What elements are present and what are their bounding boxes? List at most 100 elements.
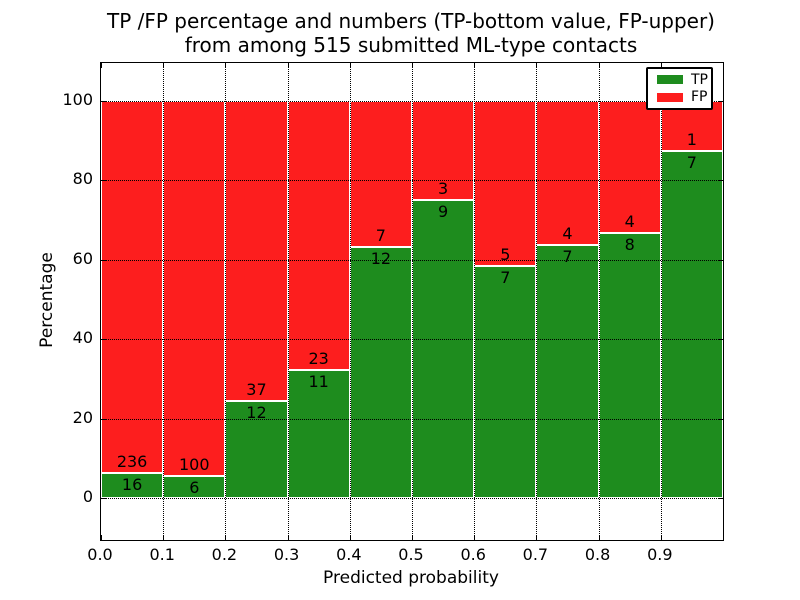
bar-segment-fp bbox=[225, 101, 288, 401]
x-tick-top bbox=[660, 63, 662, 68]
bar-count-label-fp: 100 bbox=[179, 454, 210, 474]
bar-segment-tp bbox=[349, 247, 412, 498]
x-tick-label: 0.4 bbox=[336, 545, 362, 564]
bar-count-label-tp: 6 bbox=[189, 477, 200, 497]
bar-count-label-tp: 16 bbox=[121, 474, 143, 494]
x-tick-label: 0.5 bbox=[398, 545, 424, 564]
bar-count-label-tp: 7 bbox=[500, 268, 511, 288]
y-tick-left bbox=[101, 498, 106, 499]
bar-count-label-fp: 37 bbox=[246, 379, 267, 399]
y-tick-right bbox=[718, 101, 723, 102]
chart-title-line1: TP /FP percentage and numbers (TP-bottom… bbox=[107, 9, 715, 33]
x-tick-label: 0.6 bbox=[460, 545, 486, 564]
legend: TP FP bbox=[646, 67, 713, 110]
bar-segment-tp bbox=[474, 266, 537, 498]
x-tick-label: 0.8 bbox=[584, 545, 611, 564]
bar-count-label-fp: 1 bbox=[686, 129, 697, 149]
bar-segment-tp bbox=[412, 200, 475, 498]
x-tick-label: 0.1 bbox=[149, 545, 175, 564]
bar-segment-tp bbox=[660, 150, 723, 498]
x-tick-bottom bbox=[536, 535, 538, 540]
v-gridline bbox=[474, 63, 476, 540]
bar-segment-fp bbox=[474, 101, 537, 267]
v-gridline bbox=[287, 63, 289, 540]
legend-entry-fp: FP bbox=[657, 90, 711, 104]
y-tick-right bbox=[718, 180, 723, 182]
x-tick-label: 0.9 bbox=[647, 545, 673, 564]
bar-count-label-tp: 9 bbox=[438, 202, 449, 222]
x-tick-bottom bbox=[598, 535, 600, 540]
bar-segment-tp bbox=[598, 233, 661, 498]
x-tick-label: 0.0 bbox=[87, 545, 113, 564]
bar-count-label-fp: 7 bbox=[375, 226, 386, 246]
bar-count-label-fp: 5 bbox=[500, 245, 511, 265]
x-tick-top bbox=[163, 63, 165, 68]
x-tick-bottom bbox=[660, 535, 662, 540]
bar-count-label-tp: 8 bbox=[624, 235, 635, 255]
x-tick-top bbox=[598, 63, 600, 68]
bar-count-label-fp: 4 bbox=[562, 224, 573, 244]
y-tick-right bbox=[718, 498, 723, 499]
bar-segment-tp bbox=[225, 400, 288, 498]
x-tick-bottom bbox=[349, 535, 351, 540]
bar-count-label-tp: 11 bbox=[308, 371, 329, 391]
bar-count-label-tp: 7 bbox=[562, 247, 573, 267]
plot-area: TP FP 236 16 100 6 37 12 23 11 7 12 3 9 5 7 4 7 4 8 1 7 bbox=[100, 62, 724, 541]
legend-entry-tp: TP bbox=[657, 73, 711, 87]
x-tick-label: 0.3 bbox=[273, 545, 300, 564]
bar-count-label-fp: 3 bbox=[438, 179, 449, 199]
x-tick-bottom bbox=[101, 535, 102, 540]
bar-segment-fp bbox=[101, 101, 164, 473]
y-tick-label: 80 bbox=[72, 169, 93, 189]
y-tick-right bbox=[718, 418, 723, 420]
x-tick-top bbox=[412, 63, 413, 68]
x-tick-top bbox=[349, 63, 351, 68]
y-tick-label: 20 bbox=[72, 407, 93, 427]
legend-swatch-fp bbox=[657, 92, 683, 102]
x-tick-bottom bbox=[163, 535, 165, 540]
x-tick-top bbox=[536, 63, 538, 68]
v-gridline bbox=[412, 63, 413, 540]
v-gridline bbox=[225, 63, 227, 540]
y-tick-left bbox=[101, 259, 106, 261]
y-tick-left bbox=[101, 339, 106, 341]
x-tick-label: 0.2 bbox=[211, 545, 238, 564]
y-tick-left bbox=[101, 418, 106, 420]
bar-segment-fp bbox=[536, 101, 599, 246]
bar-segment-tp bbox=[536, 245, 599, 498]
legend-label: TP bbox=[691, 71, 708, 88]
bar-count-label-fp: 23 bbox=[308, 348, 329, 368]
x-tick-bottom bbox=[412, 535, 413, 540]
x-tick-bottom bbox=[225, 535, 227, 540]
bar-segment-tp bbox=[101, 472, 164, 498]
chart-title: TP /FP percentage and numbers (TP-bottom… bbox=[107, 9, 715, 57]
x-axis-label: Predicted probability bbox=[323, 568, 499, 588]
legend-label: FP bbox=[691, 89, 708, 106]
y-tick-right bbox=[718, 259, 723, 261]
bar-count-label-tp: 12 bbox=[246, 402, 267, 422]
x-tick-bottom bbox=[287, 535, 289, 540]
x-tick-label: 0.7 bbox=[522, 545, 549, 564]
y-tick-right bbox=[718, 339, 723, 341]
bar-count-label-fp: 236 bbox=[116, 451, 148, 471]
bar-count-label-fp: 4 bbox=[624, 212, 635, 232]
legend-swatch-tp bbox=[657, 75, 683, 85]
y-tick-label: 60 bbox=[72, 248, 93, 268]
x-tick-top bbox=[287, 63, 289, 68]
bar-count-label-tp: 12 bbox=[370, 249, 392, 269]
bar-segment-fp bbox=[163, 101, 226, 476]
x-tick-bottom bbox=[474, 535, 476, 540]
v-gridline bbox=[349, 63, 351, 540]
bar-segment-fp bbox=[287, 101, 350, 370]
y-tick-label: 0 bbox=[82, 487, 93, 506]
v-gridline bbox=[536, 63, 538, 540]
x-tick-top bbox=[474, 63, 476, 68]
v-gridline bbox=[598, 63, 600, 540]
x-tick-top bbox=[101, 63, 102, 68]
y-tick-label: 100 bbox=[62, 90, 93, 109]
y-tick-left bbox=[101, 101, 106, 102]
x-tick-top bbox=[225, 63, 227, 68]
chart-title-line2: from among 515 submitted ML-type contact… bbox=[184, 33, 638, 57]
v-gridline bbox=[660, 63, 662, 540]
